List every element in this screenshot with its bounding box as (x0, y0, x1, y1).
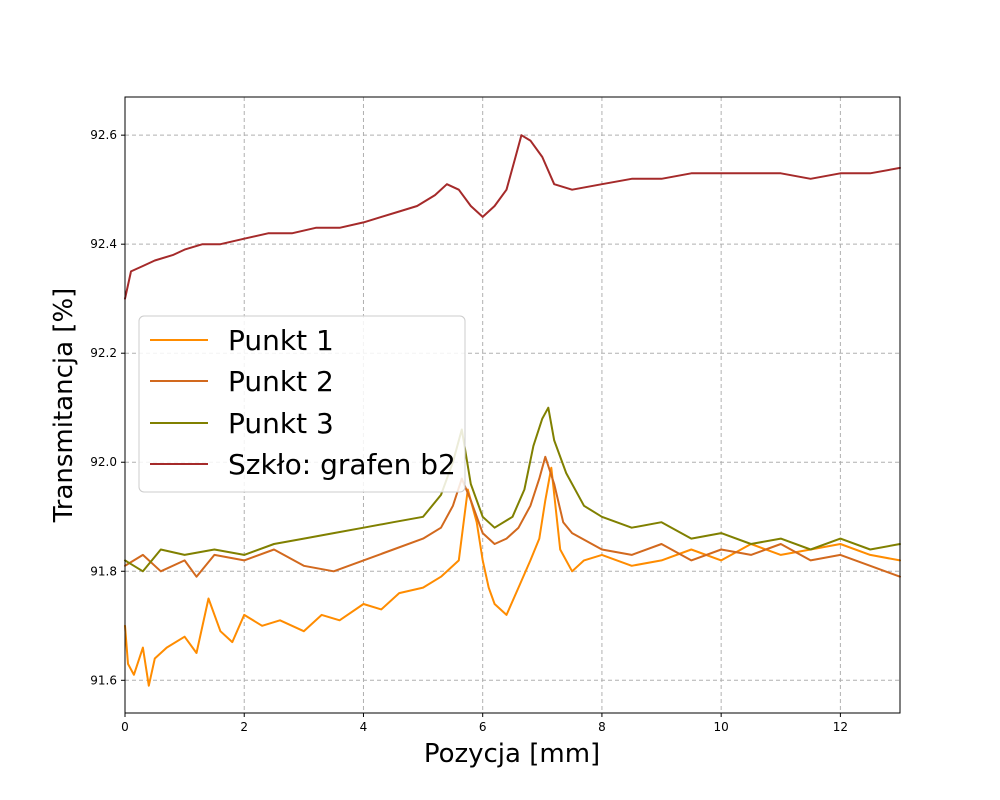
legend-label-punkt-2: Punkt 2 (228, 365, 334, 398)
legend-label-punkt-1: Punkt 1 (228, 324, 334, 357)
y-tick-label: 92.0 (90, 455, 117, 469)
legend-label-punkt-3: Punkt 3 (228, 407, 334, 440)
x-tick-label: 6 (479, 720, 487, 734)
x-tick-label: 8 (598, 720, 606, 734)
y-tick-label: 92.4 (90, 237, 117, 251)
series-line-szklo-grafen-b2 (124, 134, 901, 300)
x-axis-label: Pozycja [mm] (424, 739, 600, 769)
y-tick-label: 92.6 (90, 128, 117, 142)
y-tick-label: 91.6 (90, 673, 117, 687)
plot-frame (124, 96, 901, 714)
series-line-punkt-1 (124, 466, 901, 687)
series-line-punkt-2 (124, 455, 901, 578)
y-tick-label: 91.8 (90, 564, 117, 578)
legend-label-szklo-grafen-b2: Szkło: grafen b2 (228, 448, 456, 481)
x-tick-label: 12 (833, 720, 848, 734)
x-tick-label: 4 (360, 720, 368, 734)
y-tick-label: 92.2 (90, 346, 117, 360)
x-tick-label: 0 (121, 720, 129, 734)
legend-box (138, 315, 466, 493)
series-group (124, 134, 901, 687)
x-tick-label: 10 (714, 720, 729, 734)
series-line-punkt-3 (124, 406, 901, 573)
x-tick-label: 2 (240, 720, 248, 734)
ticks: 0 2 4 6 8 10 12 91.6 91.8 92.0 92.2 92.4 92.6 (90, 128, 848, 734)
legend: Punkt 1 Punkt 2 Punkt 3 Szkło: grafen b2 (138, 315, 466, 493)
y-axis-label: Transmitancja [%] (49, 288, 79, 524)
